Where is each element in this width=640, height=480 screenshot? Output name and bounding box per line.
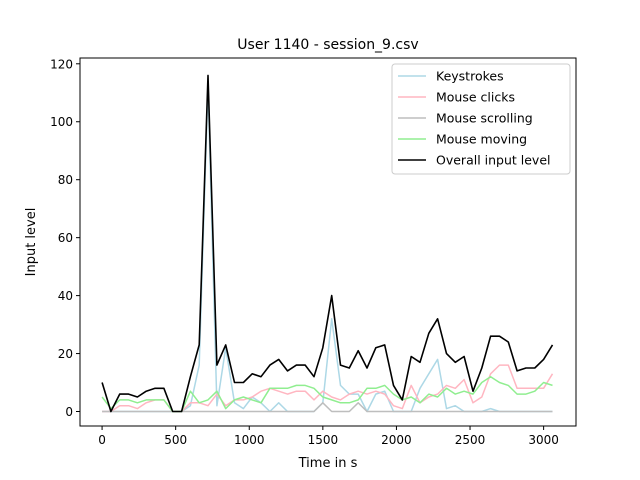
x-tick-label: 3000: [528, 433, 559, 447]
plot-area-frame: [79, 57, 577, 427]
x-tick-label: 500: [164, 433, 187, 447]
y-tick-label: 20: [58, 347, 73, 361]
y-axis-label: Input level: [24, 208, 39, 277]
y-tick-label: 120: [50, 57, 73, 71]
x-tick-label: 2000: [381, 433, 412, 447]
legend: Keystrokes Mouse clicks Mouse scrolling Mou…: [391, 63, 571, 175]
legend-label-mouse-scrolling: Mouse scrolling: [436, 111, 533, 126]
chart-title: User 1140 - session_9.csv: [237, 37, 418, 53]
y-tick-label: 40: [58, 289, 73, 303]
x-axis: 0 500 1000 1500 2000 2500 3000: [98, 426, 559, 447]
x-tick-label: 1000: [234, 433, 265, 447]
series-line-overall-input-level: [101, 74, 554, 413]
legend-label-keystrokes: Keystrokes: [436, 69, 504, 84]
x-axis-label: Time in s: [298, 456, 358, 471]
legend-label-mouse-clicks: Mouse clicks: [436, 90, 515, 105]
y-tick-label: 80: [58, 173, 73, 187]
series-layer: [101, 74, 554, 413]
legend-label-overall-input-level: Overall input level: [436, 153, 551, 168]
y-axis: 0 20 40 60 80 100 120: [50, 57, 80, 419]
x-tick-label: 2500: [455, 433, 486, 447]
legend-label-mouse-moving: Mouse moving: [436, 132, 527, 147]
x-tick-label: 1500: [308, 433, 339, 447]
x-tick-label: 0: [98, 433, 106, 447]
y-tick-label: 100: [50, 115, 73, 129]
y-tick-label: 60: [58, 231, 73, 245]
y-tick-label: 0: [65, 405, 73, 419]
legend-frame: [391, 63, 571, 175]
